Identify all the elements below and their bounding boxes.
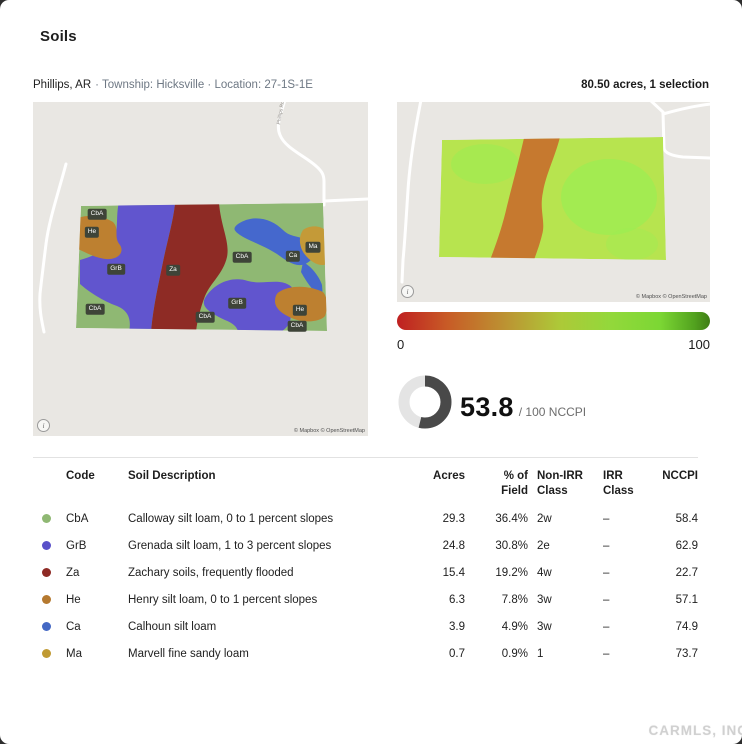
maps-row: CbA He GrB Za CbA Ca Ma GrB CbA CbA He C… <box>33 102 710 436</box>
header-code: Code <box>66 470 95 482</box>
soil-color-dot <box>42 622 51 631</box>
nccpi-region-bright <box>451 144 519 184</box>
nccpi-map-canvas <box>400 102 710 284</box>
soil-label-chip: Ca <box>285 250 301 262</box>
soil-table: Code Soil Description Acres % of Field N… <box>33 457 698 667</box>
soil-color-dot <box>42 649 51 658</box>
soil-label-chip: CbA <box>87 208 107 220</box>
nccpi-donut-chart <box>398 375 452 429</box>
map-attribution-text[interactable]: © Mapbox © OpenStreetMap <box>635 294 707 300</box>
soil-region-ca-tail <box>301 262 323 298</box>
nccpi-column: © Mapbox © OpenStreetMap 0 100 53.8 / 10… <box>397 102 710 436</box>
map-roads <box>38 102 368 334</box>
nccpi-region-bright <box>561 159 657 235</box>
table-row: Ma Marvell fine sandy loam 0.7 0.9% 1 – … <box>33 640 698 667</box>
nccpi-score-row: 53.8 / 100 NCCPI <box>397 374 710 430</box>
table-row: GrB Grenada silt loam, 1 to 3 percent sl… <box>33 532 698 559</box>
donut-arc <box>398 375 452 429</box>
soil-color-dot <box>42 514 51 523</box>
header-pct: % of Field <box>501 470 528 497</box>
soil-label-chip: CbA <box>195 311 215 323</box>
soil-region-za <box>151 203 228 331</box>
nccpi-scale-labels: 0 100 <box>397 337 710 352</box>
scale-min-label: 0 <box>397 337 405 352</box>
header-irr: IRR Class <box>603 470 634 497</box>
soil-label-chip: Za <box>166 264 180 276</box>
nccpi-score-text: 53.8 / 100 NCCPI <box>460 392 586 423</box>
table-row: Za Zachary soils, frequently flooded 15.… <box>33 559 698 586</box>
map-attribution-text[interactable]: © Mapbox © OpenStreetMap <box>293 428 365 434</box>
soil-region-he-topleft <box>78 215 122 260</box>
report-meta-row: Phillips, AR · Township: Hicksville · Loc… <box>33 79 709 91</box>
table-row: He Henry silt loam, 0 to 1 percent slope… <box>33 586 698 613</box>
nccpi-value-suffix: / 100 NCCPI <box>518 404 587 419</box>
soil-label-chip: He <box>84 226 100 238</box>
soil-map-canvas <box>38 102 368 334</box>
soil-color-dot <box>42 595 51 604</box>
soil-table-header: Code Soil Description Acres % of Field N… <box>33 458 698 499</box>
location-breadcrumb: Phillips, AR · Township: Hicksville · Loc… <box>33 79 313 91</box>
table-row: Ca Calhoun silt loam 3.9 4.9% 3w – 74.9 <box>33 613 698 640</box>
header-nccpi: NCCPI <box>662 470 698 482</box>
location-secondary: · Township: Hicksville · Location: 27-1S… <box>95 79 313 91</box>
nccpi-heatmap[interactable]: © Mapbox © OpenStreetMap <box>397 102 710 302</box>
soil-color-dot <box>42 568 51 577</box>
nccpi-color-scale <box>397 312 710 330</box>
table-row: CbA Calloway silt loam, 0 to 1 percent s… <box>33 505 698 532</box>
soil-label-chip: CbA <box>232 251 252 263</box>
header-description: Soil Description <box>128 470 216 482</box>
header-acres: Acres <box>433 470 465 482</box>
nccpi-value: 53.8 <box>460 391 514 422</box>
soil-region-grb-blob <box>203 279 296 331</box>
nccpi-region-low-band <box>490 137 560 260</box>
header-dot-spacer <box>33 469 60 499</box>
page-title: Soils <box>40 28 77 45</box>
location-primary: Phillips, AR <box>33 79 92 91</box>
soil-polygon-map[interactable]: CbA He GrB Za CbA Ca Ma GrB CbA CbA He C… <box>33 102 368 436</box>
soil-label-chip: GrB <box>107 263 125 275</box>
soil-label-chip: CbA <box>287 320 307 332</box>
soil-label-chip: GrB <box>228 297 246 309</box>
scale-max-label: 100 <box>688 337 710 352</box>
soil-color-dot <box>42 541 51 550</box>
map-attribution-icon[interactable] <box>401 285 414 298</box>
soil-label-chip: CbA <box>85 303 105 315</box>
soil-region-he-bottomright <box>275 286 327 322</box>
nccpi-field-regions <box>439 137 666 260</box>
soil-region-grb-main <box>80 203 175 331</box>
header-nonirr: Non-IRR Class <box>537 470 583 497</box>
map-attribution-icon[interactable] <box>37 419 50 432</box>
soil-label-chip: Ma <box>305 241 321 253</box>
soil-table-body: CbA Calloway silt loam, 0 to 1 percent s… <box>33 505 698 667</box>
map-roads <box>400 102 710 284</box>
watermark: CARMLS, INC <box>648 723 742 738</box>
nccpi-region-bright <box>606 228 658 260</box>
soil-field-regions <box>76 203 327 331</box>
selection-summary: 80.50 acres, 1 selection <box>581 79 709 91</box>
soil-label-chip: He <box>292 304 308 316</box>
